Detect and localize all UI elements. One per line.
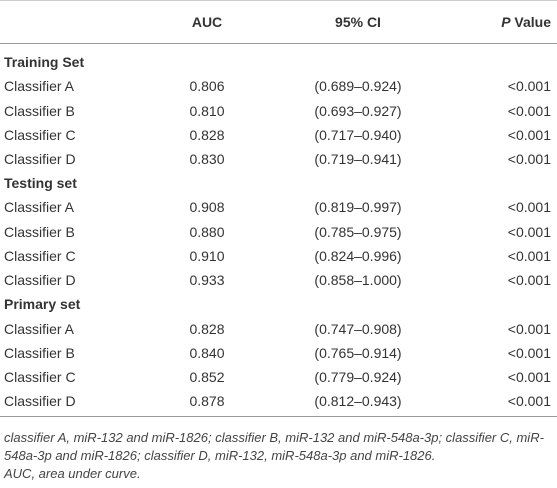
table-cell: <0.001 (507, 150, 551, 167)
table-cell: Classifier D (4, 272, 76, 288)
footnote: AUC, area under curve. (4, 466, 141, 481)
table-cell: (0.812–0.943) (314, 393, 402, 410)
table-cell: Classifier D (4, 150, 76, 167)
table-cell: (0.693–0.927) (314, 102, 402, 119)
table-cell: Classifier A (4, 320, 75, 337)
table-cell: <0.001 (507, 272, 551, 288)
table-cell: (0.779–0.924) (314, 368, 402, 385)
table-cell: (0.858–1.000) (314, 272, 402, 288)
table-cell: Classifier A (4, 78, 75, 95)
column-header: P Value (501, 14, 551, 30)
table-cell: (0.689–0.924) (314, 78, 402, 95)
section-title: Primary set (4, 296, 81, 313)
table-cell: Classifier C (4, 247, 76, 264)
table-cell: Classifier B (4, 102, 75, 119)
table-cell: (0.747–0.908) (314, 320, 402, 337)
column-header: 95% CI (335, 14, 381, 30)
top-rule (0, 0, 557, 1)
table-cell: (0.719–0.941) (314, 150, 402, 167)
table-cell: <0.001 (507, 393, 551, 410)
table-cell: (0.824–0.996) (314, 247, 402, 264)
table-cell: (0.785–0.975) (314, 223, 402, 240)
table-cell: 0.828 (189, 126, 225, 143)
table-cell: 0.830 (189, 150, 225, 167)
table-cell: <0.001 (507, 320, 551, 337)
table-cell: Classifier B (4, 344, 75, 361)
table-cell: (0.819–0.997) (314, 199, 402, 216)
table-cell: (0.765–0.914) (314, 344, 402, 361)
table-cell: <0.001 (507, 102, 551, 119)
column-header: AUC (191, 14, 223, 30)
table-cell: 0.933 (189, 272, 225, 288)
table-cell: Classifier B (4, 223, 75, 240)
table-cell: Classifier C (4, 126, 76, 143)
table-cell: (0.717–0.940) (314, 126, 402, 143)
table-cell: 0.852 (189, 368, 225, 385)
table-cell: <0.001 (507, 247, 551, 264)
table-cell: <0.001 (507, 78, 551, 95)
table-cell: Classifier C (4, 368, 76, 385)
table-cell: <0.001 (507, 344, 551, 361)
table-cell: 0.910 (189, 247, 225, 264)
footnote: classifier A, miR-132 and miR-1826; clas… (4, 430, 544, 463)
table-cell: 0.828 (189, 320, 225, 337)
table-cell: <0.001 (507, 199, 551, 216)
table-cell: <0.001 (507, 126, 551, 143)
table-cell: <0.001 (507, 223, 551, 240)
table-cell: 0.810 (189, 102, 225, 119)
table-cell: 0.880 (189, 223, 225, 240)
table-cell: <0.001 (507, 368, 551, 385)
table-cell: Classifier D (4, 393, 76, 410)
table-cell: 0.878 (189, 393, 225, 410)
table-cell: 0.908 (189, 199, 225, 216)
bottom-rule (0, 416, 557, 417)
section-title: Training Set (4, 54, 85, 70)
table-cell: 0.840 (189, 344, 225, 361)
section-title: Testing set (4, 175, 77, 192)
header-rule (0, 43, 557, 44)
table-cell: 0.806 (189, 78, 225, 95)
table-cell: Classifier A (4, 199, 75, 216)
